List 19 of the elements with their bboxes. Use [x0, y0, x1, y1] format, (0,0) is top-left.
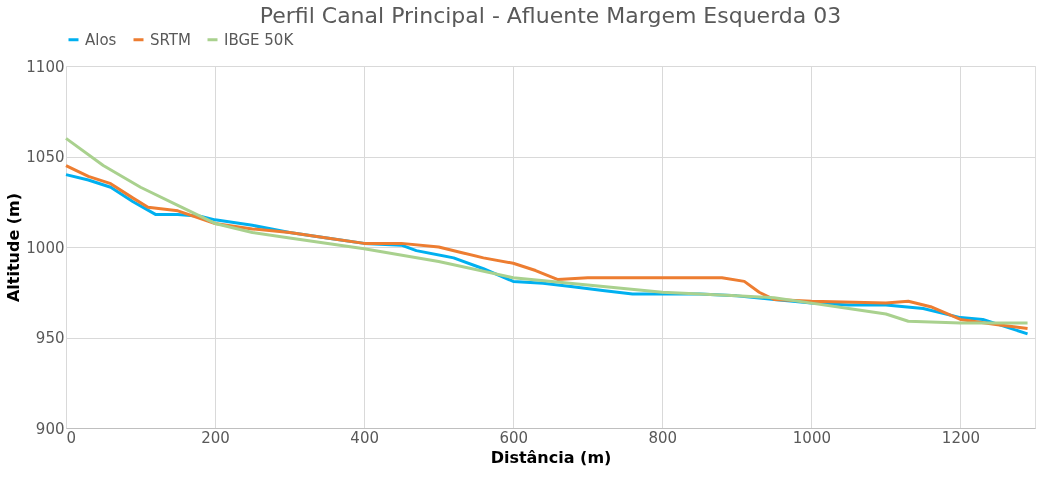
y-tick-label: 950 — [35, 329, 65, 347]
y-axis-title: Altitude (m) — [4, 192, 24, 303]
x-tick-label: 1000 — [792, 428, 831, 447]
legend-label: SRTM — [150, 30, 191, 49]
x-axis-title: Distância (m) — [490, 447, 612, 467]
legend-label: IBGE 50K — [224, 30, 295, 49]
x-tick-label: 0 — [66, 428, 77, 447]
y-tick-label: 1100 — [26, 57, 65, 76]
legend-label: Alos — [85, 30, 117, 49]
x-tick-label: 800 — [648, 428, 678, 447]
x-tick-label: 400 — [350, 428, 379, 447]
x-tick-label: 600 — [499, 428, 529, 447]
y-tick-label: 900 — [35, 419, 65, 438]
x-tick-label: 200 — [201, 428, 230, 447]
x-tick-label: 1200 — [941, 428, 981, 447]
y-tick-label: 1050 — [26, 148, 65, 166]
chart-title: Perfil Canal Principal - Afluente Margem Esquerda 03 — [259, 3, 842, 28]
line-series — [64, 136, 1030, 325]
y-tick-label: 1000 — [26, 238, 65, 257]
